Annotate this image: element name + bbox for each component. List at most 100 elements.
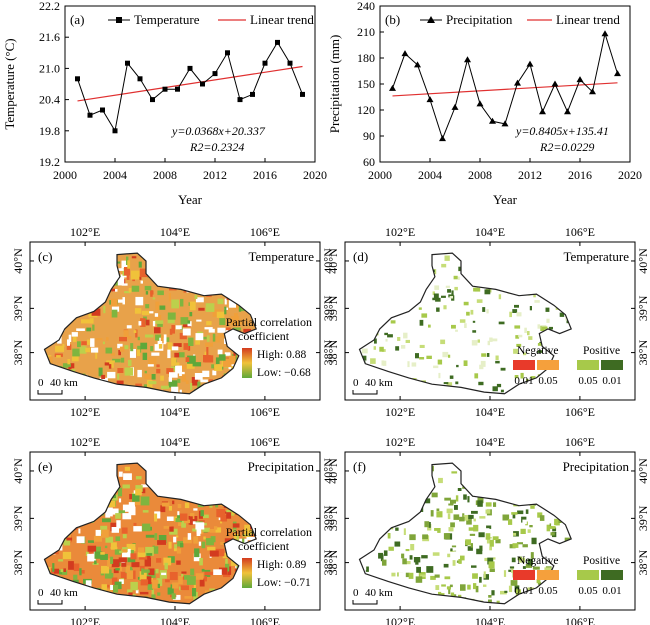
pixel-cluster bbox=[515, 335, 520, 339]
lon-tick-label-bottom: 106°E bbox=[565, 615, 595, 625]
y-tick-label: 20.4 bbox=[39, 93, 60, 107]
pixel-cluster bbox=[202, 370, 210, 377]
pixel-cluster bbox=[399, 286, 405, 292]
pixel-cluster bbox=[253, 589, 257, 592]
pixel-cluster bbox=[190, 383, 193, 390]
pixel-cluster bbox=[414, 542, 418, 545]
pixel-cluster bbox=[195, 470, 203, 479]
pixel-cluster bbox=[449, 584, 453, 588]
pixel-cluster bbox=[547, 599, 550, 603]
pixel-cluster bbox=[62, 551, 72, 560]
pixel-cluster bbox=[45, 577, 50, 586]
pixel-cluster bbox=[212, 592, 220, 602]
y-tick-label: 19.2 bbox=[39, 155, 60, 169]
pixel-cluster bbox=[160, 505, 166, 513]
pixel-cluster bbox=[390, 320, 396, 324]
pixel-cluster bbox=[168, 541, 172, 549]
lat-tick-label-right: 40°N bbox=[636, 458, 650, 484]
pixel-cluster bbox=[477, 489, 481, 495]
pixel-cluster bbox=[360, 494, 367, 499]
data-point bbox=[162, 86, 168, 92]
pixel-cluster bbox=[383, 550, 388, 556]
pixel-cluster bbox=[85, 379, 90, 385]
pixel-cluster bbox=[259, 298, 261, 302]
pixel-cluster bbox=[425, 265, 429, 270]
pixel-cluster bbox=[153, 274, 159, 278]
pixel-cluster bbox=[544, 501, 549, 504]
pixel-cluster bbox=[459, 516, 465, 522]
pixel-cluster bbox=[426, 355, 432, 359]
pixel-cluster bbox=[362, 492, 367, 496]
pixel-cluster bbox=[158, 344, 163, 349]
pixel-cluster bbox=[431, 465, 434, 472]
pixel-cluster bbox=[87, 339, 93, 345]
pixel-cluster bbox=[222, 472, 227, 480]
pixel-cluster bbox=[193, 265, 200, 271]
pixel-cluster bbox=[203, 486, 209, 492]
pixel-cluster bbox=[219, 497, 225, 504]
pixel-cluster bbox=[255, 310, 257, 314]
pixel-cluster bbox=[382, 488, 389, 494]
y-tick-label: 21.6 bbox=[39, 30, 60, 44]
pixel-cluster bbox=[493, 557, 496, 560]
pixel-cluster bbox=[377, 599, 381, 602]
pixel-cluster bbox=[181, 519, 186, 528]
data-point bbox=[614, 70, 621, 77]
pixel-cluster bbox=[247, 269, 252, 278]
legend-level-label: 0.01 bbox=[602, 375, 621, 387]
pixel-cluster bbox=[456, 535, 460, 542]
pixel-cluster bbox=[180, 585, 189, 591]
pixel-cluster bbox=[68, 561, 74, 570]
pixel-cluster bbox=[444, 576, 451, 580]
pixel-cluster bbox=[63, 568, 66, 572]
pixel-cluster bbox=[446, 382, 453, 386]
pixel-cluster bbox=[474, 373, 479, 379]
pixel-cluster bbox=[140, 318, 146, 327]
pixel-cluster bbox=[455, 495, 459, 502]
pixel-cluster bbox=[462, 513, 465, 520]
pixel-cluster bbox=[103, 305, 106, 314]
pixel-cluster bbox=[546, 318, 550, 323]
pixel-cluster bbox=[574, 335, 577, 341]
pixel-cluster bbox=[442, 351, 449, 358]
pixel-cluster bbox=[151, 352, 160, 356]
y-tick-label: 60 bbox=[363, 155, 375, 169]
pixel-cluster bbox=[198, 541, 202, 546]
pixel-cluster bbox=[124, 345, 129, 350]
lat-tick-label-right: 39°N bbox=[321, 295, 335, 321]
pixel-cluster bbox=[537, 343, 544, 346]
pixel-cluster bbox=[190, 568, 195, 576]
pixel-cluster bbox=[384, 480, 391, 486]
pixel-cluster bbox=[485, 472, 490, 476]
pixel-cluster bbox=[468, 266, 471, 270]
pixel-cluster bbox=[232, 591, 240, 601]
pixel-cluster bbox=[240, 484, 246, 490]
lon-tick-label-bottom: 106°E bbox=[565, 405, 595, 419]
pixel-cluster bbox=[111, 478, 117, 486]
pixel-cluster bbox=[73, 574, 78, 580]
pixel-cluster bbox=[233, 294, 240, 299]
pixel-cluster bbox=[101, 529, 109, 538]
pixel-cluster bbox=[163, 525, 172, 529]
pixel-cluster bbox=[409, 555, 413, 560]
pixel-cluster bbox=[475, 585, 479, 593]
pixel-cluster bbox=[227, 281, 236, 290]
pixel-cluster bbox=[372, 486, 378, 493]
pixel-cluster bbox=[382, 559, 387, 566]
data-point bbox=[551, 80, 559, 87]
pixel-cluster bbox=[424, 498, 431, 504]
pixel-cluster bbox=[161, 473, 169, 483]
pixel-cluster bbox=[395, 527, 399, 531]
legend-level-label: 0.01 bbox=[602, 585, 621, 597]
legend-swatch bbox=[601, 570, 623, 580]
legend-level-label: 0.01 bbox=[514, 375, 533, 387]
lon-tick-label-top: 106°E bbox=[250, 225, 280, 239]
pixel-cluster bbox=[67, 484, 72, 488]
pixel-cluster bbox=[102, 275, 107, 282]
pixel-cluster bbox=[117, 373, 120, 380]
pixel-cluster bbox=[392, 552, 396, 558]
pixel-cluster bbox=[466, 519, 472, 525]
pixel-cluster bbox=[422, 534, 428, 540]
pixel-cluster bbox=[576, 512, 578, 518]
pixel-cluster bbox=[416, 265, 421, 269]
